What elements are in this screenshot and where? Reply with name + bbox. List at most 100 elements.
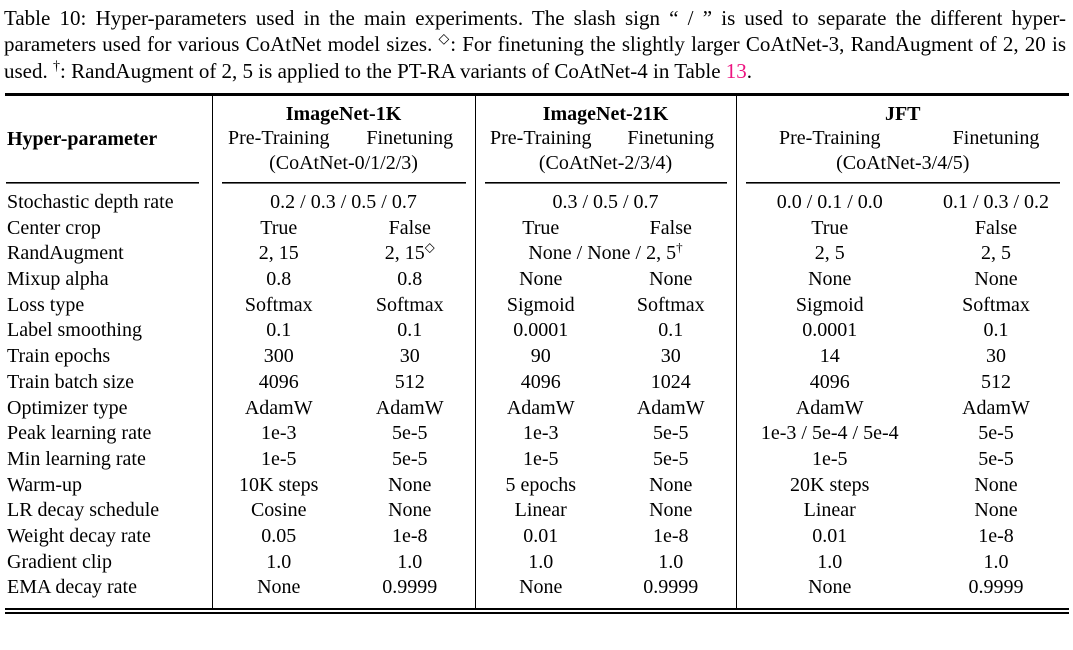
cell: True (735, 215, 923, 242)
cell: None (649, 499, 693, 522)
cell: Cosine (211, 498, 345, 525)
cell: 1e-8 (652, 525, 689, 548)
cell: 0.1 / 0.3 / 0.2 (942, 190, 1050, 213)
cell: 1e-5 (211, 446, 345, 473)
cell: Linear (735, 498, 923, 525)
cell: 1.0 (658, 550, 684, 573)
row-label: Optimizer type (7, 396, 128, 419)
cell: None (474, 267, 606, 293)
cell: 0.1 (658, 319, 684, 342)
group-header-imagenet-1k: ImageNet-1K (211, 94, 475, 126)
cell: 14 (735, 344, 923, 370)
row-label: Weight decay rate (7, 525, 151, 548)
row-label: Train epochs (7, 345, 111, 368)
cell: False (974, 216, 1018, 239)
cell: 5e-5 (978, 447, 1014, 470)
hyperparameters-table: Hyper-parameter ImageNet-1K ImageNet-21K… (5, 92, 1069, 615)
cell: None (388, 473, 432, 496)
row-label: Loss type (7, 293, 85, 316)
cell: 30 (986, 345, 1006, 368)
cell: None (735, 267, 923, 293)
caption-text-4: . (746, 58, 753, 83)
cell: AdamW (735, 395, 923, 422)
cell: 30 (399, 345, 420, 368)
row-label: Warm-up (7, 473, 83, 496)
cell: 5 epochs (474, 472, 606, 499)
cell: 0.05 (211, 524, 345, 550)
cell: Linear (474, 498, 606, 525)
subheader-pretraining: Pre-Training (735, 125, 923, 152)
cell: 512 (394, 370, 425, 393)
diamond-symbol: ◇ (438, 32, 451, 48)
models-imagenet-1k: (CoAtNet-0/1/2/3) (211, 151, 475, 184)
cell: AdamW (636, 396, 705, 419)
cell: 1e-3 (474, 421, 606, 447)
cell: Softmax (211, 292, 345, 319)
cell: 0.9999 (382, 576, 438, 599)
cell: 0.01 (474, 524, 606, 550)
subheader-finetuning: Finetuning (627, 127, 715, 150)
models-imagenet-21k: (CoAtNet-2/3/4) (474, 151, 736, 184)
cell: None (974, 473, 1018, 496)
cell: 2, 5 (981, 242, 1011, 265)
cell: 1.0 (735, 549, 923, 576)
cell: 1.0 (211, 549, 345, 576)
row-label: Mixup alpha (7, 268, 109, 290)
diamond-symbol: ◇ (424, 241, 435, 255)
cell: None (388, 499, 432, 522)
cell: 5e-5 (978, 422, 1014, 445)
cell: 1024 (650, 370, 691, 393)
cell: False (388, 216, 431, 239)
subheader-pretraining: Pre-Training (474, 125, 606, 152)
cell: 5e-5 (391, 422, 428, 445)
row-label: Gradient clip (7, 550, 112, 573)
dagger-symbol: † (676, 241, 683, 255)
cell: 4096 (211, 369, 345, 396)
cell: Sigmoid (474, 292, 606, 319)
cell: 5e-5 (652, 422, 689, 445)
caption-text-3: : RandAugment of 2, 5 is applied to the … (60, 58, 726, 83)
subheader-finetuning: Finetuning (366, 127, 454, 150)
table-header: Hyper-parameter ImageNet-1K ImageNet-21K… (5, 94, 1069, 184)
cell: None (649, 473, 693, 496)
cell: None (974, 499, 1018, 522)
cell: 0.1 (983, 319, 1009, 342)
table-row: Stochastic depth rate 0.2 / 0.3 / 0.5 / … (5, 183, 1069, 216)
cell: 0.0 / 0.1 / 0.0 (735, 183, 923, 216)
cell: Softmax (636, 293, 705, 316)
cell: 0.3 / 0.5 / 0.7 (474, 183, 736, 216)
cell: 1e-3 / 5e-4 / 5e-4 (735, 421, 923, 447)
table-row: Min learning rate 1e-5 5e-5 1e-5 5e-5 1e… (5, 446, 1069, 473)
cell: 90 (474, 344, 606, 370)
cell: 5e-5 (391, 447, 428, 470)
cell: 1e-8 (391, 525, 428, 548)
cell: 1e-5 (474, 446, 606, 473)
group-header-imagenet-21k: ImageNet-21K (474, 94, 736, 126)
table-row: Weight decay rate 0.05 1e-8 0.01 1e-8 0.… (5, 524, 1069, 550)
cell: 4096 (474, 369, 606, 396)
table-row: Mixup alpha 0.8 0.8 None None None None (5, 267, 1069, 293)
row-label: Center crop (7, 216, 101, 239)
cell: None / None / 2, 5† (474, 241, 736, 267)
row-label: EMA decay rate (7, 576, 137, 599)
cell: None (474, 575, 606, 612)
cell: AdamW (962, 396, 1030, 419)
cell: 0.0001 (474, 318, 606, 345)
row-label: Train batch size (7, 370, 135, 393)
cell: 0.0001 (735, 318, 923, 345)
dagger-symbol: † (53, 58, 60, 74)
table-13-link[interactable]: 13 (725, 58, 747, 83)
cell: 0.8 (211, 267, 345, 293)
table-row: RandAugment 2, 15 2, 15◇ None / None / 2… (5, 241, 1069, 267)
table-row: Peak learning rate 1e-3 5e-5 1e-3 5e-5 1… (5, 421, 1069, 447)
models-jft: (CoAtNet-3/4/5) (735, 151, 1069, 184)
cell: 1e-5 (735, 446, 923, 473)
cell: None (211, 575, 345, 612)
cell: 5e-5 (652, 447, 689, 470)
cell: 512 (981, 370, 1011, 393)
row-label: RandAugment (7, 242, 124, 265)
table-row: Label smoothing 0.1 0.1 0.0001 0.1 0.000… (5, 318, 1069, 345)
cell: 300 (211, 344, 345, 370)
row-label: Min learning rate (7, 447, 146, 470)
table-row: Train epochs 300 30 90 30 14 30 (5, 344, 1069, 370)
